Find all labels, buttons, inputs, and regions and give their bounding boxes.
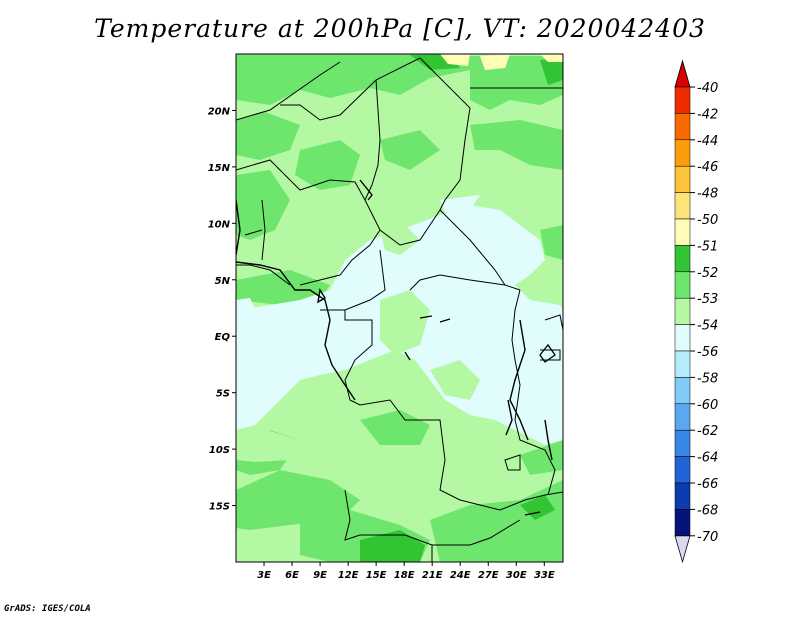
colorbar-swatch	[674, 113, 691, 141]
temperature-band-52	[236, 54, 563, 562]
colorbar-label: -51	[697, 239, 718, 254]
colorbar-swatch	[674, 139, 691, 167]
colorbar-label: -46	[697, 160, 718, 175]
lakes	[404, 315, 556, 516]
map-plot-area	[236, 54, 563, 562]
colorbar-label: -52	[697, 266, 718, 281]
colorbar-label: -66	[697, 477, 718, 492]
colorbar-swatch	[674, 456, 691, 484]
lon-tick-label: 6E	[285, 570, 299, 581]
lon-tick-label: 3E	[257, 570, 271, 581]
colorbar-swatch	[674, 297, 691, 325]
map-frame	[235, 53, 564, 563]
lon-tick-label: 27E	[478, 570, 499, 581]
colorbar-swatch	[674, 271, 691, 299]
coastline	[236, 179, 553, 461]
colorbar-label: -40	[697, 81, 718, 96]
country-borders	[236, 57, 563, 562]
lat-tick-label: 5S	[216, 389, 230, 400]
lon-tick-label: 12E	[338, 570, 359, 581]
temperature-band-50	[440, 54, 563, 70]
colorbar-swatch	[674, 86, 691, 114]
lon-tick-label: 15E	[366, 570, 387, 581]
latitude-axis: 20N 15N 10N 5N EQ 5S 10S 15S	[208, 106, 236, 513]
lat-tick-label: 10S	[209, 445, 230, 456]
colorbar-label: -62	[697, 424, 718, 439]
colorbar-swatch	[674, 192, 691, 220]
colorbar-swatch	[674, 350, 691, 378]
colorbar-swatch	[674, 324, 691, 352]
lon-tick-label: 33E	[534, 570, 555, 581]
colorbar-swatch	[674, 377, 691, 405]
chart-title: Temperature at 200hPa [C], VT: 202004240…	[94, 14, 706, 43]
lon-tick-label: 24E	[450, 570, 471, 581]
colorbar-swatch	[674, 482, 691, 510]
colorbar-swatch	[674, 403, 691, 431]
lat-tick-label: 15S	[209, 502, 230, 513]
colorbar-label: -44	[697, 134, 718, 149]
colorbar-bottom-arrow	[674, 535, 691, 564]
colorbar-label: -70	[697, 530, 718, 545]
lat-tick-label: 5N	[215, 276, 231, 287]
colorbar-label: -68	[697, 503, 718, 518]
colorbar-swatch	[674, 218, 691, 246]
lat-tick-label: 10N	[208, 219, 231, 230]
colorbar-swatch	[674, 429, 691, 457]
lon-tick-label: 9E	[313, 570, 327, 581]
lon-tick-label: 18E	[394, 570, 415, 581]
lon-tick-label: 21E	[422, 570, 443, 581]
longitude-axis: 3E 6E 9E 12E 15E 18E 21E 24E 27E 30E 33E	[257, 562, 555, 581]
lat-tick-label: EQ	[215, 332, 231, 343]
colorbar-label: -64	[697, 451, 718, 466]
lat-tick-label: 20N	[208, 106, 231, 117]
colorbar-label: -50	[697, 213, 718, 228]
colorbar-label: -56	[697, 345, 718, 360]
colorbar-top-arrow	[674, 59, 691, 88]
lon-tick-label: 30E	[506, 570, 527, 581]
grads-credit: GrADS: IGES/COLA	[4, 604, 91, 614]
colorbar-swatch	[674, 509, 691, 537]
lat-tick-label: 15N	[208, 163, 231, 174]
colorbar: -40 -42 -44 -46 -48 -50 -51 -52 -53 -54 -56 -58 -60 -…	[674, 59, 718, 564]
colorbar-label: -58	[697, 371, 718, 386]
colorbar-label: -54	[697, 319, 718, 334]
colorbar-label: -53	[697, 292, 718, 307]
colorbar-swatch	[674, 165, 691, 193]
colorbar-label: -48	[697, 187, 718, 202]
colorbar-label: -42	[697, 107, 718, 122]
temperature-lobes-53	[236, 220, 480, 462]
colorbar-label: -60	[697, 398, 718, 413]
colorbar-swatch	[674, 245, 691, 273]
